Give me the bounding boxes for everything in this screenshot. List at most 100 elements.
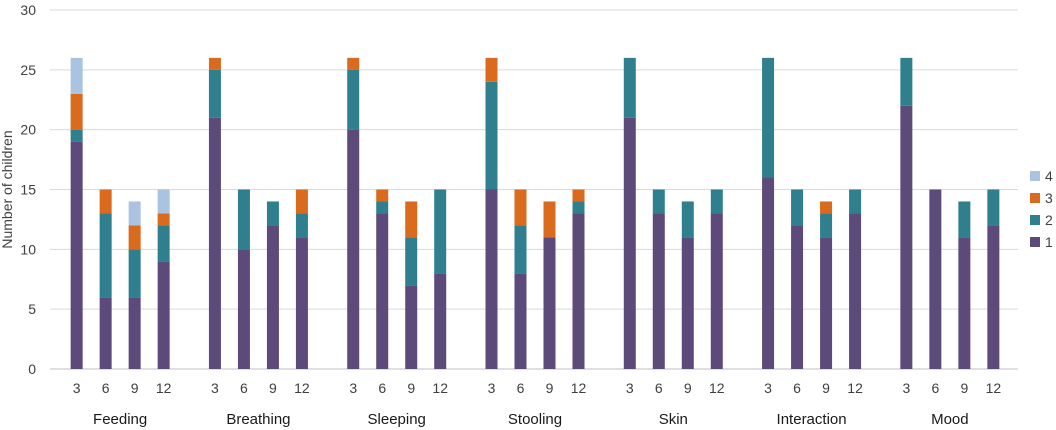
x-tick-label: 6 xyxy=(793,380,801,396)
legend: 4 3 2 1 xyxy=(1030,168,1053,250)
x-tick-label: 3 xyxy=(349,380,357,396)
bar-segment-feeding-6-level-1 xyxy=(99,297,112,369)
legend-label-3: 3 xyxy=(1045,190,1053,206)
bar-segment-stooling-9-level-3 xyxy=(543,201,556,238)
bar-segment-mood-9-level-2 xyxy=(958,201,971,238)
legend-label-1: 1 xyxy=(1045,234,1053,250)
y-tick-label: 10 xyxy=(20,241,36,257)
x-tick-label: 12 xyxy=(294,380,310,396)
y-tick-label: 5 xyxy=(28,301,36,317)
legend-label-4: 4 xyxy=(1045,168,1053,184)
bar-segment-stooling-6-level-1 xyxy=(514,273,527,369)
bars xyxy=(70,57,1000,369)
bar-segment-skin-6-level-1 xyxy=(652,213,665,369)
bar-segment-sleeping-3-level-2 xyxy=(347,69,360,130)
x-tick-label: 12 xyxy=(847,380,863,396)
y-tick-label: 30 xyxy=(20,2,36,18)
bar-segment-skin-12-level-2 xyxy=(710,189,723,214)
x-tick-label: 3 xyxy=(626,380,634,396)
bar-segment-skin-9-level-2 xyxy=(681,201,694,238)
bar-segment-skin-9-level-1 xyxy=(681,237,694,369)
bar-segment-skin-3-level-1 xyxy=(623,117,636,369)
y-axis-ticks: 0 5 10 15 20 25 30 xyxy=(20,2,36,377)
y-axis-title: Number of children xyxy=(0,130,15,248)
group-label-interaction: Interaction xyxy=(777,411,847,428)
gridlines xyxy=(50,9,1018,370)
bar-segment-stooling-3-level-1 xyxy=(485,189,498,369)
x-tick-label: 3 xyxy=(488,380,496,396)
bar-segment-feeding-9-level-1 xyxy=(128,297,141,369)
bar-segment-sleeping-6-level-1 xyxy=(376,213,389,369)
bar-segment-stooling-9-level-1 xyxy=(543,237,556,369)
bar-segment-stooling-6-level-2 xyxy=(514,225,527,274)
bar-segment-interaction-6-level-1 xyxy=(791,225,804,369)
bar-segment-feeding-9-level-4 xyxy=(128,201,141,226)
x-tick-label: 9 xyxy=(822,380,830,396)
group-label-stooling: Stooling xyxy=(508,411,562,428)
x-tick-label: 6 xyxy=(378,380,386,396)
bar-segment-interaction-6-level-2 xyxy=(791,189,804,226)
bar-segment-breathing-12-level-1 xyxy=(295,237,308,369)
legend-swatch-4 xyxy=(1030,171,1040,181)
bar-segment-sleeping-3-level-3 xyxy=(347,57,360,70)
x-tick-label: 12 xyxy=(709,380,725,396)
y-tick-label: 15 xyxy=(20,182,36,198)
bar-segment-breathing-6-level-2 xyxy=(237,189,250,250)
x-tick-label: 3 xyxy=(73,380,81,396)
bar-segment-interaction-12-level-1 xyxy=(849,213,862,369)
bar-segment-stooling-12-level-2 xyxy=(572,201,585,214)
bar-segment-breathing-12-level-3 xyxy=(295,189,308,214)
x-axis-ticks: 3 6 9 12 3 6 9 12 3 6 9 12 3 6 9 12 3 6 9 12 3 6 9 12 3 6 9 12 xyxy=(73,380,1002,396)
x-tick-label: 6 xyxy=(655,380,663,396)
x-tick-label: 9 xyxy=(684,380,692,396)
bar-segment-feeding-3-level-1 xyxy=(70,141,83,369)
bar-segment-skin-6-level-2 xyxy=(652,189,665,214)
x-tick-label: 6 xyxy=(240,380,248,396)
bar-segment-mood-12-level-2 xyxy=(987,189,1000,226)
y-tick-label: 0 xyxy=(28,361,36,377)
bar-segment-feeding-12-level-1 xyxy=(157,261,170,369)
bar-segment-interaction-12-level-2 xyxy=(849,189,862,214)
bar-segment-feeding-3-level-3 xyxy=(70,93,83,130)
x-tick-label: 3 xyxy=(902,380,910,396)
x-tick-label: 3 xyxy=(764,380,772,396)
x-tick-label: 9 xyxy=(131,380,139,396)
group-label-breathing: Breathing xyxy=(226,411,290,428)
bar-segment-breathing-3-level-2 xyxy=(208,69,221,118)
bar-segment-mood-6-level-1 xyxy=(929,189,942,369)
bar-segment-feeding-3-level-4 xyxy=(70,57,83,94)
bar-segment-feeding-9-level-3 xyxy=(128,225,141,250)
bar-segment-breathing-9-level-2 xyxy=(266,201,279,226)
bar-segment-skin-12-level-1 xyxy=(710,213,723,369)
bar-segment-sleeping-12-level-2 xyxy=(434,189,447,274)
x-tick-label: 6 xyxy=(517,380,525,396)
x-tick-label: 9 xyxy=(960,380,968,396)
bar-segment-feeding-12-level-3 xyxy=(157,213,170,226)
group-label-sleeping: Sleeping xyxy=(368,411,426,428)
bar-segment-interaction-3-level-2 xyxy=(762,57,775,178)
y-tick-label: 20 xyxy=(20,122,36,138)
x-tick-label: 3 xyxy=(211,380,219,396)
group-labels: Feeding Breathing Sleeping Stooling Skin Inte… xyxy=(93,411,969,428)
x-tick-label: 9 xyxy=(546,380,554,396)
bar-segment-skin-3-level-2 xyxy=(623,57,636,118)
legend-label-2: 2 xyxy=(1045,212,1053,228)
bar-segment-sleeping-6-level-3 xyxy=(376,189,389,202)
bar-segment-stooling-3-level-3 xyxy=(485,57,498,82)
x-tick-label: 12 xyxy=(571,380,587,396)
group-label-mood: Mood xyxy=(931,411,969,428)
bar-segment-interaction-9-level-3 xyxy=(820,201,833,214)
bar-segment-interaction-3-level-1 xyxy=(762,177,775,369)
bar-segment-breathing-6-level-1 xyxy=(237,249,250,369)
bar-segment-breathing-9-level-1 xyxy=(266,225,279,369)
x-tick-label: 6 xyxy=(102,380,110,396)
bar-segment-feeding-6-level-3 xyxy=(99,189,112,214)
bar-segment-feeding-6-level-2 xyxy=(99,213,112,298)
bar-segment-interaction-9-level-1 xyxy=(820,237,833,369)
bar-segment-feeding-12-level-4 xyxy=(157,189,170,214)
bar-segment-breathing-3-level-1 xyxy=(208,117,221,369)
x-tick-label: 9 xyxy=(269,380,277,396)
bar-segment-feeding-3-level-2 xyxy=(70,129,83,142)
bar-segment-sleeping-12-level-1 xyxy=(434,273,447,369)
